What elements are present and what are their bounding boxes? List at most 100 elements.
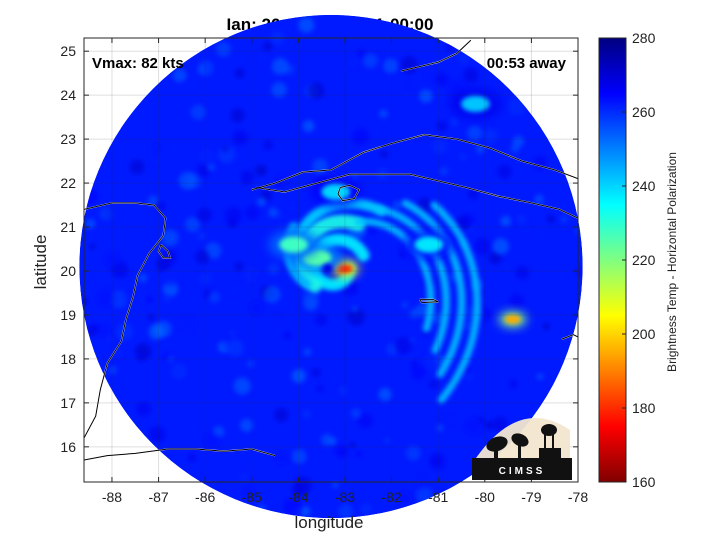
texture-cell [351,305,358,313]
texture-cell [226,339,244,357]
texture-cell [148,425,166,444]
y-tick-label: 24 [60,87,76,103]
texture-cell [368,226,377,236]
texture-cell [379,109,388,119]
texture-cell [492,416,509,433]
convective-cell-southeast [504,314,521,324]
brightness-temp-swath [79,14,583,519]
honduras-coast-outline [84,448,276,461]
x-tick-label: -83 [335,489,355,505]
east-rain-band [401,199,466,378]
x-tick-label: -79 [521,489,541,505]
texture-cell [397,491,413,507]
texture-cell [354,450,363,458]
texture-cell [424,354,442,371]
texture-cell [450,118,459,126]
x-tick-label: -87 [148,489,168,505]
texture-cell [428,379,438,389]
colorbar-gradient [598,37,627,483]
texture-cell [432,139,448,155]
texture-cell [199,272,212,285]
texture-cell [575,267,583,277]
texture-cell [195,249,210,264]
texture-cell [288,203,298,213]
x-tick-label: -88 [102,489,122,505]
texture-cell [483,128,498,144]
vmax-annotation: Vmax: 82 kts [92,55,184,72]
texture-cell [335,445,349,459]
texture-cell [98,324,111,337]
logo-text: CIMSS [499,466,546,477]
storm-eye [322,263,333,274]
cimss-logo: CIMSS [472,417,572,480]
northeast-cells [461,95,490,113]
texture-cell [292,449,307,464]
texture-cell [263,41,273,51]
y-tick-label: 16 [60,439,76,455]
east-rain-band [430,201,481,404]
texture-cell [302,120,315,132]
jamaica-coast-outline [561,334,578,340]
cozumel-outline [158,244,171,259]
texture-cell [542,322,550,331]
texture-cell [410,360,418,368]
texture-cell [401,301,409,309]
x-tick-label: -82 [381,489,401,505]
texture-cell [303,347,312,356]
texture-cell [108,365,117,375]
texture-cell [249,301,264,315]
cuba-south-coast-outline [256,173,578,219]
texture-cell [459,153,467,161]
outer-band-east [414,236,444,253]
texture-cell [243,486,255,498]
texture-cell [484,420,494,430]
texture-cell [271,58,289,75]
texture-cell [92,323,100,331]
texture-cell [110,290,129,309]
texture-cell [283,331,292,340]
colorbar-label: Brightness Temp - Horizontal Polarizatio… [665,152,679,372]
texture-cell [463,67,479,83]
texture-cell [316,384,324,393]
texture-cell [517,219,533,235]
texture-cell [380,150,388,159]
texture-cell [196,207,212,223]
texture-cell [96,289,114,307]
texture-cell [197,66,206,74]
texture-cell [258,505,265,512]
texture-cell [116,323,134,341]
texture-cell [508,98,526,116]
texture-cell [208,291,220,303]
colorbar-tick-label: 280 [632,30,656,46]
texture-cell [360,503,372,515]
texture-cell [534,194,545,205]
texture-cell [268,207,278,218]
x-axis-label: longitude [294,513,363,532]
texture-cell [503,263,510,270]
texture-cell [256,51,269,64]
x-tick-label: -81 [428,489,448,505]
y-ticks: 16 17 18 19 20 21 22 23 24 25 [60,43,578,455]
texture-cell [560,215,569,224]
texture-cell [104,252,120,268]
texture-cell [147,195,159,207]
texture-cell [546,214,556,224]
texture-cell [224,206,243,225]
texture-cell [215,41,231,57]
grid-lines [84,38,578,482]
texture-cell [89,243,96,250]
western-band [279,236,309,253]
texture-cell [473,238,491,255]
colorbar-tick-label: 260 [632,104,656,120]
texture-cell [166,355,175,363]
texture-cell [338,386,348,396]
colorbar-ticks: 160 180 200 220 240 260 280 [622,30,656,490]
yucatan-coast-outline [84,202,167,439]
convective-features [80,16,583,519]
eyewall-warm-segment [336,264,353,274]
texture-cell [129,159,145,175]
texture-cell [148,324,164,340]
texture-cell [332,482,339,489]
texture-cell [292,483,305,497]
